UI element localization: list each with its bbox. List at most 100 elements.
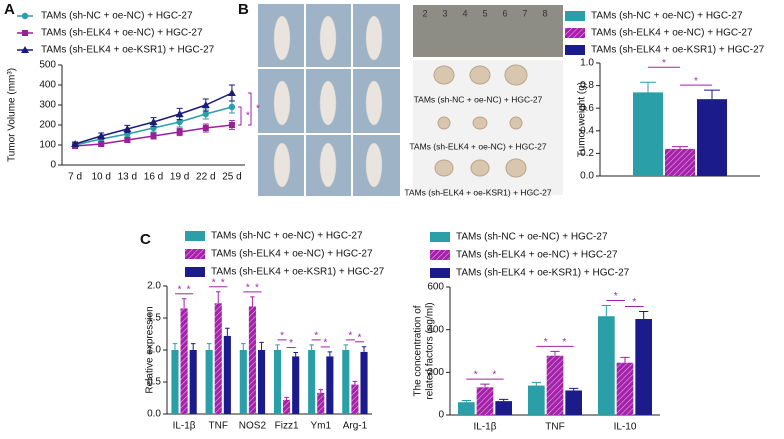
y-axis-label: The concentration of xyxy=(413,305,424,396)
bar xyxy=(205,350,213,414)
point xyxy=(176,118,183,126)
error-bar xyxy=(531,381,541,386)
y-tick-label: 0 xyxy=(50,160,56,171)
bar xyxy=(360,351,368,414)
y-tick-label: 1.5 xyxy=(147,313,161,324)
x-tick-label: 22 d xyxy=(196,172,215,183)
significance-label: * xyxy=(246,111,250,122)
y-tick-label: 0.8 xyxy=(580,80,594,91)
x-tick-label: Fizz1 xyxy=(275,421,299,432)
bar xyxy=(223,335,231,414)
significance-label: * xyxy=(256,104,260,115)
error-bar xyxy=(293,352,298,357)
panel-label: B xyxy=(238,1,249,18)
bar xyxy=(180,308,188,414)
x-tick-label: Ym1 xyxy=(310,421,331,432)
legend-label: TAMs (sh-NC + oe-NC) + HGC-27 xyxy=(41,11,193,22)
x-tick-label: IL-1β xyxy=(474,422,497,433)
tumor-photos xyxy=(413,5,563,195)
bar xyxy=(528,385,545,415)
x-tick-label: Arg-1 xyxy=(343,421,368,432)
error-bar xyxy=(190,343,196,350)
y-tick-label: 400 xyxy=(427,324,444,335)
y-tick-label: 300 xyxy=(39,100,56,111)
photo-label: TAMs (sh-NC + oe-NC) + HGC-27 xyxy=(414,94,543,104)
error-bar xyxy=(181,298,187,309)
point xyxy=(228,122,235,128)
legend-label: TAMs (sh-NC + oe-NC) + HGC-27 xyxy=(591,11,743,22)
error-bar xyxy=(309,344,314,350)
y-tick-label: 400 xyxy=(39,80,56,91)
significance-label: * xyxy=(614,291,618,302)
legend-marker xyxy=(22,30,28,36)
point xyxy=(201,101,210,108)
x-tick-label: IL-1β xyxy=(173,421,196,432)
legend-label: TAMs (sh-ELK4 + oe-NC) + HGC-27 xyxy=(211,249,373,260)
legend-label: TAMs (sh-ELK4 + oe-NC) + HGC-27 xyxy=(591,28,753,39)
legend-label: TAMs (sh-ELK4 + oe-KSR1) + HGC-27 xyxy=(591,45,765,56)
error-bar xyxy=(206,343,212,350)
point xyxy=(97,132,106,139)
panel-label: A xyxy=(4,1,15,18)
error-bar xyxy=(640,81,656,93)
error-bar xyxy=(461,399,471,403)
bar xyxy=(351,384,359,414)
ruler-label: 5 xyxy=(482,8,487,18)
x-tick-label: 25 d xyxy=(222,172,241,183)
point xyxy=(124,137,131,143)
significance-label: * xyxy=(348,331,352,342)
significance-label: * xyxy=(492,370,496,381)
legend-swatch xyxy=(565,11,585,21)
y-axis-label: Relative expression xyxy=(145,306,156,393)
legend-swatch xyxy=(430,232,450,242)
legend-marker xyxy=(21,46,29,53)
bar xyxy=(326,356,334,414)
x-tick-label: IL-10 xyxy=(614,422,637,433)
bar xyxy=(665,148,695,176)
ruler-label: 3 xyxy=(442,8,447,18)
error-bar xyxy=(343,344,349,350)
bar xyxy=(283,399,291,414)
y-tick-label: 600 xyxy=(427,282,444,293)
y-tick-label: 1.0 xyxy=(147,345,161,356)
point xyxy=(227,89,236,96)
y-tick-label: 500 xyxy=(39,60,56,71)
significance-label: * xyxy=(694,76,698,87)
y-tick-label: 2.0 xyxy=(147,281,161,292)
x-tick-label: 19 d xyxy=(170,172,189,183)
x-tick-label: NOS2 xyxy=(239,421,267,432)
error-bar xyxy=(352,380,358,385)
bar xyxy=(248,306,256,414)
point xyxy=(98,141,105,147)
photo-label: TAMs (sh-ELK4 + oe-NC) + HGC-27 xyxy=(409,141,547,151)
point xyxy=(123,125,132,132)
bar xyxy=(598,316,615,415)
error-bar xyxy=(620,356,630,363)
legend-label: TAMs (sh-NC + oe-NC) + HGC-27 xyxy=(456,232,608,243)
legend-label: TAMs (sh-ELK4 + oe-KSR1) + HGC-27 xyxy=(41,45,215,56)
bar xyxy=(635,319,652,415)
ruler-label: 6 xyxy=(502,8,507,18)
legend-label: TAMs (sh-ELK4 + oe-KSR1) + HGC-27 xyxy=(456,268,630,279)
error-bar xyxy=(275,344,280,350)
bar xyxy=(342,350,350,414)
legend-swatch xyxy=(430,250,450,260)
x-tick-label: TNF xyxy=(209,421,228,432)
error-bar xyxy=(215,291,221,304)
bar xyxy=(633,92,663,176)
significance-label: * xyxy=(544,337,548,348)
error-bar xyxy=(259,341,264,350)
error-bar xyxy=(672,146,688,149)
significance-label: * xyxy=(662,58,666,69)
significance-label: * xyxy=(323,338,327,349)
bar xyxy=(317,392,325,414)
y-axis-label: Tumor Volume (mm³) xyxy=(7,68,18,162)
legend-label: TAMs (sh-NC + oe-NC) + HGC-27 xyxy=(211,231,363,242)
legend-marker xyxy=(21,12,29,20)
legend-swatch xyxy=(565,45,585,55)
bar xyxy=(239,350,247,414)
y-tick-label: 200 xyxy=(427,367,444,378)
significance-label: * xyxy=(221,277,225,288)
error-bar xyxy=(284,396,289,400)
